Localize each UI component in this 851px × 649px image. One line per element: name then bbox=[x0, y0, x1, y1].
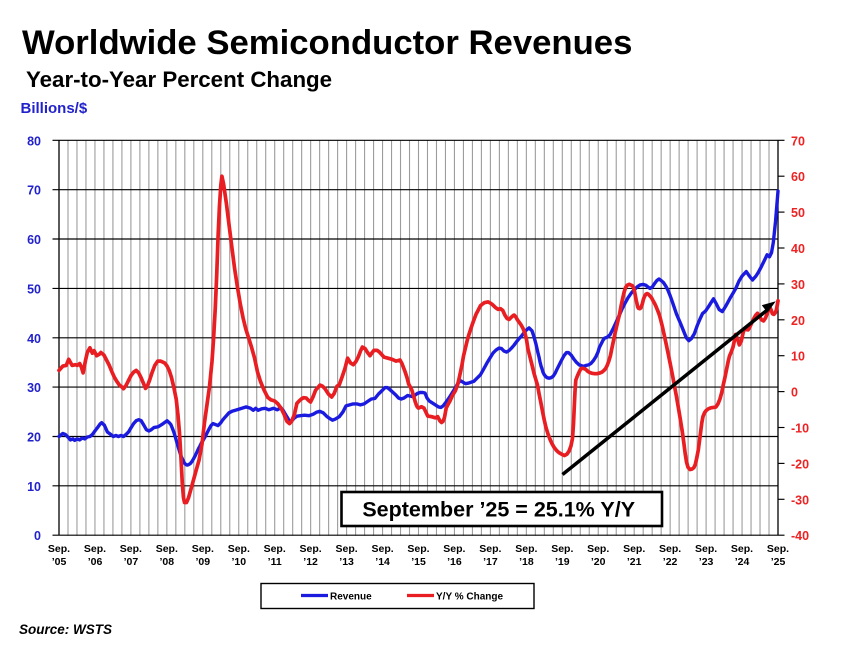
svg-text:’10: ’10 bbox=[231, 556, 246, 568]
svg-text:-20: -20 bbox=[791, 457, 809, 471]
svg-text:50: 50 bbox=[791, 206, 805, 220]
svg-text:30: 30 bbox=[791, 278, 805, 292]
svg-text:Sep.: Sep. bbox=[695, 543, 717, 555]
svg-text:’25: ’25 bbox=[771, 556, 786, 568]
svg-text:Revenue: Revenue bbox=[330, 592, 372, 603]
svg-text:’20: ’20 bbox=[591, 556, 606, 568]
svg-text:’18: ’18 bbox=[519, 556, 534, 568]
svg-text:’08: ’08 bbox=[159, 556, 174, 568]
svg-text:’17: ’17 bbox=[483, 556, 498, 568]
svg-text:60: 60 bbox=[791, 170, 805, 184]
svg-text:80: 80 bbox=[27, 134, 41, 148]
svg-text:-40: -40 bbox=[791, 529, 809, 543]
svg-text:70: 70 bbox=[27, 184, 41, 198]
svg-text:’15: ’15 bbox=[411, 556, 426, 568]
svg-text:Sep.: Sep. bbox=[48, 543, 70, 555]
svg-text:’14: ’14 bbox=[375, 556, 390, 568]
svg-text:0: 0 bbox=[34, 529, 41, 543]
svg-text:Sep.: Sep. bbox=[731, 543, 753, 555]
svg-text:-30: -30 bbox=[791, 493, 809, 507]
svg-text:September ’25 = 25.1% Y/Y: September ’25 = 25.1% Y/Y bbox=[362, 498, 635, 522]
svg-text:’11: ’11 bbox=[268, 556, 282, 568]
svg-text:’12: ’12 bbox=[303, 556, 318, 568]
svg-text:-10: -10 bbox=[791, 422, 809, 436]
svg-text:Y/Y % Change: Y/Y % Change bbox=[436, 592, 503, 603]
svg-text:Sep.: Sep. bbox=[551, 543, 573, 555]
svg-text:’19: ’19 bbox=[555, 556, 570, 568]
svg-text:Sep.: Sep. bbox=[264, 543, 286, 555]
svg-text:’16: ’16 bbox=[447, 556, 462, 568]
svg-text:Sep.: Sep. bbox=[407, 543, 429, 555]
svg-text:’22: ’22 bbox=[663, 556, 678, 568]
svg-text:10: 10 bbox=[27, 480, 41, 494]
svg-text:20: 20 bbox=[791, 314, 805, 328]
svg-text:10: 10 bbox=[791, 350, 805, 364]
svg-text:Sep.: Sep. bbox=[479, 543, 501, 555]
svg-text:Sep.: Sep. bbox=[192, 543, 214, 555]
svg-text:Sep.: Sep. bbox=[515, 543, 537, 555]
svg-text:40: 40 bbox=[791, 242, 805, 256]
svg-text:Sep.: Sep. bbox=[120, 543, 142, 555]
svg-text:Sep.: Sep. bbox=[372, 543, 394, 555]
svg-text:20: 20 bbox=[27, 431, 41, 445]
svg-text:’24: ’24 bbox=[735, 556, 750, 568]
svg-text:Sep.: Sep. bbox=[156, 543, 178, 555]
svg-text:’21: ’21 bbox=[627, 556, 642, 568]
svg-text:’06: ’06 bbox=[88, 556, 103, 568]
svg-text:’09: ’09 bbox=[195, 556, 210, 568]
svg-text:Sep.: Sep. bbox=[767, 543, 789, 555]
svg-text:Sep.: Sep. bbox=[336, 543, 358, 555]
svg-text:50: 50 bbox=[27, 282, 41, 296]
svg-text:’07: ’07 bbox=[124, 556, 139, 568]
svg-text:Sep.: Sep. bbox=[587, 543, 609, 555]
svg-text:Sep.: Sep. bbox=[228, 543, 250, 555]
svg-text:’23: ’23 bbox=[699, 556, 714, 568]
svg-text:’13: ’13 bbox=[339, 556, 354, 568]
svg-text:Sep.: Sep. bbox=[443, 543, 465, 555]
svg-text:’05: ’05 bbox=[52, 556, 67, 568]
svg-text:0: 0 bbox=[791, 386, 798, 400]
svg-text:30: 30 bbox=[27, 381, 41, 395]
svg-text:Sep.: Sep. bbox=[84, 543, 106, 555]
svg-text:Sep.: Sep. bbox=[659, 543, 681, 555]
svg-text:40: 40 bbox=[27, 332, 41, 346]
svg-text:70: 70 bbox=[791, 134, 805, 148]
svg-text:60: 60 bbox=[27, 233, 41, 247]
svg-text:Sep.: Sep. bbox=[623, 543, 645, 555]
svg-text:Sep.: Sep. bbox=[300, 543, 322, 555]
